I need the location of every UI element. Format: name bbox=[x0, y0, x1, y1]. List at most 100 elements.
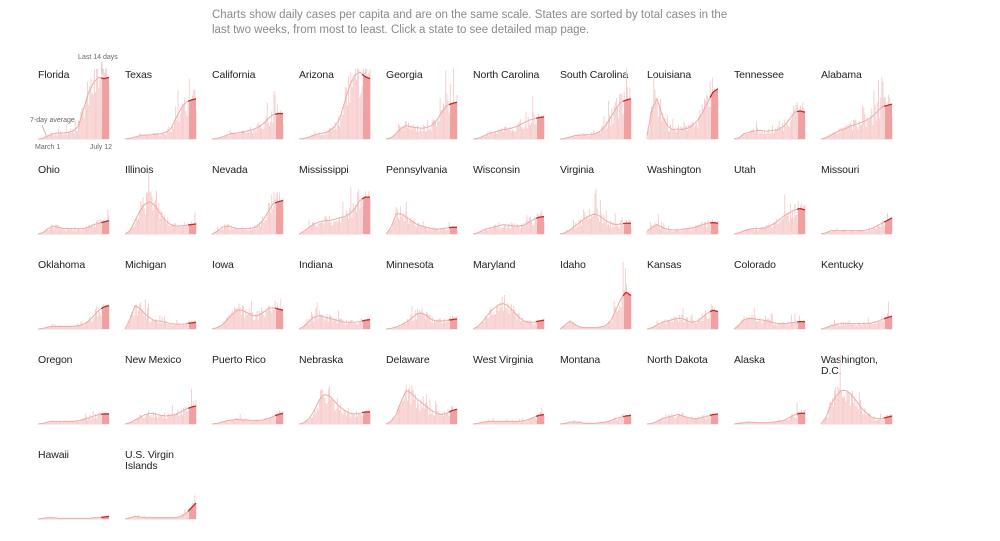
state-chart-kentucky[interactable]: Kentucky bbox=[819, 256, 906, 351]
daily-bar bbox=[338, 311, 339, 329]
daily-bar bbox=[75, 227, 76, 234]
state-chart-u-s-virgin-islands[interactable]: U.S. Virgin Islands bbox=[123, 446, 210, 541]
daily-bar bbox=[526, 221, 527, 234]
daily-bar bbox=[308, 324, 309, 329]
daily-bar bbox=[134, 316, 135, 329]
state-chart-louisiana[interactable]: Louisiana bbox=[645, 66, 732, 161]
daily-bar bbox=[698, 117, 699, 139]
daily-bar bbox=[701, 321, 702, 329]
daily-bar bbox=[95, 92, 96, 139]
state-chart-new-mexico[interactable]: New Mexico bbox=[123, 351, 210, 446]
daily-bar bbox=[54, 133, 55, 139]
state-chart-puerto-rico[interactable]: Puerto Rico bbox=[210, 351, 297, 446]
state-chart-montana[interactable]: Montana bbox=[558, 351, 645, 446]
state-chart-kansas[interactable]: Kansas bbox=[645, 256, 732, 351]
daily-bar bbox=[322, 221, 323, 234]
daily-bar bbox=[343, 414, 344, 424]
daily-bar bbox=[174, 223, 175, 234]
state-chart-mississippi[interactable]: Mississippi bbox=[297, 161, 384, 256]
daily-bar bbox=[691, 317, 692, 329]
daily-bar bbox=[876, 420, 877, 424]
daily-bar bbox=[134, 227, 135, 234]
state-chart-alabama[interactable]: Alabama bbox=[819, 66, 906, 161]
daily-bar bbox=[837, 232, 838, 234]
state-chart-oklahoma[interactable]: Oklahoma bbox=[36, 256, 123, 351]
daily-bar bbox=[74, 133, 75, 139]
state-chart-colorado[interactable]: Colorado bbox=[732, 256, 819, 351]
state-chart-virginia[interactable]: Virginia bbox=[558, 161, 645, 256]
seven-day-average-line bbox=[821, 221, 885, 234]
daily-bar bbox=[79, 326, 80, 329]
daily-bar bbox=[432, 410, 433, 424]
state-chart-north-carolina[interactable]: North Carolina bbox=[471, 66, 558, 161]
daily-bar bbox=[530, 125, 531, 139]
daily-bar bbox=[623, 225, 624, 234]
state-chart-delaware[interactable]: Delaware bbox=[384, 351, 471, 446]
daily-bar bbox=[89, 415, 90, 424]
daily-bar bbox=[356, 411, 357, 424]
state-chart-maryland[interactable]: Maryland bbox=[471, 256, 558, 351]
state-chart-iowa[interactable]: Iowa bbox=[210, 256, 297, 351]
daily-bar bbox=[85, 228, 86, 234]
daily-bar bbox=[161, 415, 162, 424]
daily-bar bbox=[844, 325, 845, 329]
daily-bar bbox=[183, 106, 184, 139]
state-chart-michigan[interactable]: Michigan bbox=[123, 256, 210, 351]
daily-bar bbox=[96, 307, 97, 329]
daily-bar bbox=[767, 132, 768, 139]
state-chart-north-dakota[interactable]: North Dakota bbox=[645, 351, 732, 446]
daily-bar bbox=[666, 124, 667, 139]
state-chart-texas[interactable]: Texas bbox=[123, 66, 210, 161]
daily-bar bbox=[341, 215, 342, 234]
state-chart-tennessee[interactable]: Tennessee bbox=[732, 66, 819, 161]
seven-day-average-line bbox=[212, 203, 276, 234]
state-chart-georgia[interactable]: Georgia bbox=[384, 66, 471, 161]
daily-bar bbox=[59, 133, 60, 139]
state-chart-minnesota[interactable]: Minnesota bbox=[384, 256, 471, 351]
daily-bar bbox=[249, 421, 250, 424]
state-chart-washington-d-c[interactable]: Washington, D.C. bbox=[819, 351, 906, 446]
daily-bar bbox=[423, 312, 424, 329]
state-chart-west-virginia[interactable]: West Virginia bbox=[471, 351, 558, 446]
daily-bar bbox=[698, 416, 699, 424]
daily-bar bbox=[254, 320, 255, 329]
state-chart-hawaii[interactable]: Hawaii bbox=[36, 446, 123, 541]
daily-bar bbox=[761, 133, 762, 139]
state-chart-nebraska[interactable]: Nebraska bbox=[297, 351, 384, 446]
daily-bar bbox=[169, 226, 170, 234]
state-chart-missouri[interactable]: Missouri bbox=[819, 161, 906, 256]
daily-bar bbox=[526, 111, 527, 139]
state-chart-south-carolina[interactable]: South Carolina bbox=[558, 66, 645, 161]
daily-bar bbox=[433, 415, 434, 424]
daily-bar bbox=[423, 221, 424, 234]
daily-bar bbox=[442, 229, 443, 234]
state-chart-indiana[interactable]: Indiana bbox=[297, 256, 384, 351]
state-chart-illinois[interactable]: Illinois bbox=[123, 161, 210, 256]
daily-bar bbox=[857, 403, 858, 424]
state-chart-utah[interactable]: Utah bbox=[732, 161, 819, 256]
daily-bar bbox=[685, 417, 686, 424]
state-chart-ohio[interactable]: Ohio bbox=[36, 161, 123, 256]
daily-bar bbox=[670, 322, 671, 330]
state-chart-wisconsin[interactable]: Wisconsin bbox=[471, 161, 558, 256]
state-chart-california[interactable]: California bbox=[210, 66, 297, 161]
daily-bar bbox=[493, 312, 494, 329]
state-chart-arizona[interactable]: Arizona bbox=[297, 66, 384, 161]
daily-bar bbox=[241, 229, 242, 234]
daily-bar bbox=[354, 414, 355, 424]
daily-bar bbox=[180, 414, 181, 424]
state-chart-alaska[interactable]: Alaska bbox=[732, 351, 819, 446]
daily-bar bbox=[600, 133, 601, 139]
state-chart-nevada[interactable]: Nevada bbox=[210, 161, 297, 256]
state-chart-idaho[interactable]: Idaho bbox=[558, 256, 645, 351]
daily-bar bbox=[140, 201, 141, 234]
daily-bar bbox=[878, 322, 879, 329]
daily-bar bbox=[401, 130, 402, 139]
state-chart-oregon[interactable]: Oregon bbox=[36, 351, 123, 446]
state-chart-washington[interactable]: Washington bbox=[645, 161, 732, 256]
state-chart-pennsylvania[interactable]: Pennsylvania bbox=[384, 161, 471, 256]
daily-bar bbox=[750, 317, 751, 329]
daily-bar bbox=[491, 422, 492, 424]
recent-14-days-area bbox=[798, 111, 805, 139]
